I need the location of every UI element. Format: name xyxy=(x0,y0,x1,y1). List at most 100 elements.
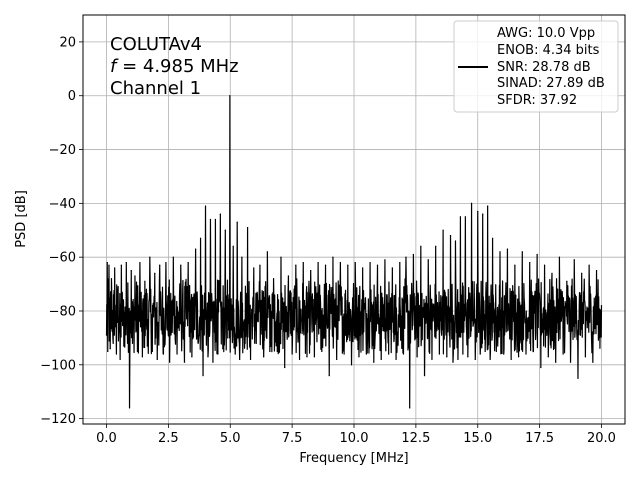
psd-data-point xyxy=(510,358,512,361)
psd-data-point xyxy=(144,280,146,282)
legend-entry-snr: SNR: 28.78 dB xyxy=(497,60,591,75)
psd-data-point xyxy=(324,264,327,266)
psd-data-point xyxy=(224,229,226,231)
annotation-block: COLUTAv4 f = 4.985 MHz Channel 1 xyxy=(110,34,239,99)
psd-data-point xyxy=(464,216,466,218)
psd-data-point xyxy=(180,264,182,266)
annotation-channel: Channel 1 xyxy=(110,78,201,99)
psd-data-point xyxy=(336,358,338,361)
psd-data-point xyxy=(479,353,481,355)
psd-data-point xyxy=(369,261,371,264)
psd-data-point xyxy=(154,272,156,274)
y-tick-label: −120 xyxy=(40,412,76,427)
psd-data-point xyxy=(241,256,243,258)
psd-data-point xyxy=(162,353,165,355)
psd-data-point xyxy=(395,358,397,361)
y-tick-label: −20 xyxy=(49,143,76,158)
psd-data-point xyxy=(129,310,132,312)
psd-data-point xyxy=(187,261,189,264)
psd-data-point xyxy=(136,350,139,352)
psd-data-point xyxy=(112,342,114,344)
psd-data-point xyxy=(555,361,557,363)
psd-data-point xyxy=(373,361,375,363)
psd-data-point xyxy=(328,374,330,377)
psd-data-point xyxy=(380,358,382,361)
psd-data-point xyxy=(405,256,407,258)
x-axis-ticks: 0.0 2.5 5.0 7.5 10.0 12.5 15.0 17.5 20.0 xyxy=(96,424,616,446)
psd-data-point xyxy=(573,259,575,261)
psd-data-point xyxy=(287,275,290,277)
x-axis-label: Frequency [MHz] xyxy=(299,451,408,466)
psd-data-point xyxy=(423,374,426,377)
legend: AWG: 10.0 Vpp ENOB: 4.34 bits SNR: 28.78… xyxy=(453,20,619,113)
psd-data-point xyxy=(191,356,193,358)
psd-data-point xyxy=(255,342,257,344)
psd-data-point xyxy=(106,261,108,264)
psd-data-point xyxy=(529,261,531,264)
psd-data-point xyxy=(263,356,265,358)
x-tick-label: 5.0 xyxy=(220,431,241,446)
psd-data-point xyxy=(358,356,360,358)
psd-data-point xyxy=(595,270,598,272)
psd-data-point xyxy=(446,356,448,358)
x-tick-label: 15.0 xyxy=(463,431,492,446)
psd-data-point xyxy=(298,358,301,361)
psd-data-point xyxy=(197,342,199,344)
psd-data-point xyxy=(388,353,390,355)
psd-data-point xyxy=(427,259,429,261)
psd-data-point xyxy=(165,261,167,264)
psd-data-point xyxy=(172,256,174,258)
psd-data-point xyxy=(291,353,293,355)
psd-data-point xyxy=(562,353,564,355)
x-tick-label: 20.0 xyxy=(587,431,616,446)
psd-data-point xyxy=(123,345,125,347)
psd-data-point xyxy=(230,329,233,331)
psd-data-point xyxy=(600,305,603,307)
y-tick-label: −100 xyxy=(40,358,76,373)
psd-data-point xyxy=(280,256,282,258)
y-tick-label: −40 xyxy=(49,197,76,212)
psd-data-point xyxy=(141,356,143,358)
psd-data-point xyxy=(306,356,308,358)
psd-data-point xyxy=(506,248,509,250)
psd-data-point xyxy=(416,356,418,358)
psd-data-point xyxy=(487,205,489,207)
psd-data-point xyxy=(391,267,393,269)
psd-data-point xyxy=(547,356,549,358)
psd-data-point xyxy=(431,358,433,361)
psd-data-point xyxy=(195,248,197,250)
psd-data-point xyxy=(457,358,459,361)
psd-data-point xyxy=(499,251,501,253)
psd-data-point xyxy=(484,350,486,352)
psd-data-point xyxy=(449,235,452,237)
y-tick-label: −80 xyxy=(49,304,76,319)
psd-data-point xyxy=(149,256,151,258)
psd-data-point xyxy=(470,202,473,204)
psd-data-point xyxy=(354,261,356,264)
y-tick-label: −60 xyxy=(49,251,76,266)
psd-data-point xyxy=(495,350,497,352)
psd-data-point xyxy=(462,353,464,355)
psd-data-point xyxy=(402,353,405,355)
psd-data-point xyxy=(266,251,268,253)
psd-data-point xyxy=(491,237,494,239)
legend-entry-enob: ENOB: 4.34 bits xyxy=(497,43,600,58)
psd-data-point xyxy=(219,213,221,215)
psd-data-point xyxy=(126,342,129,344)
psd-data-point xyxy=(551,272,553,274)
psd-data-point xyxy=(110,278,113,280)
psd-data-point xyxy=(343,353,345,355)
psd-data-point xyxy=(151,350,153,352)
x-tick-label: 12.5 xyxy=(401,431,430,446)
psd-data-point xyxy=(207,356,209,358)
x-tick-label: 7.5 xyxy=(282,431,303,446)
psd-data-point xyxy=(438,353,440,355)
y-axis-ticks: 20 0 −20 −40 −60 −80 −100 −120 xyxy=(40,35,83,427)
psd-data-point xyxy=(409,407,411,409)
x-tick-label: 10.0 xyxy=(340,431,369,446)
psd-data-point xyxy=(525,353,527,355)
psd-data-point xyxy=(284,366,286,369)
psd-data-point xyxy=(321,350,323,352)
annotation-frequency-symbol: f xyxy=(110,56,119,77)
